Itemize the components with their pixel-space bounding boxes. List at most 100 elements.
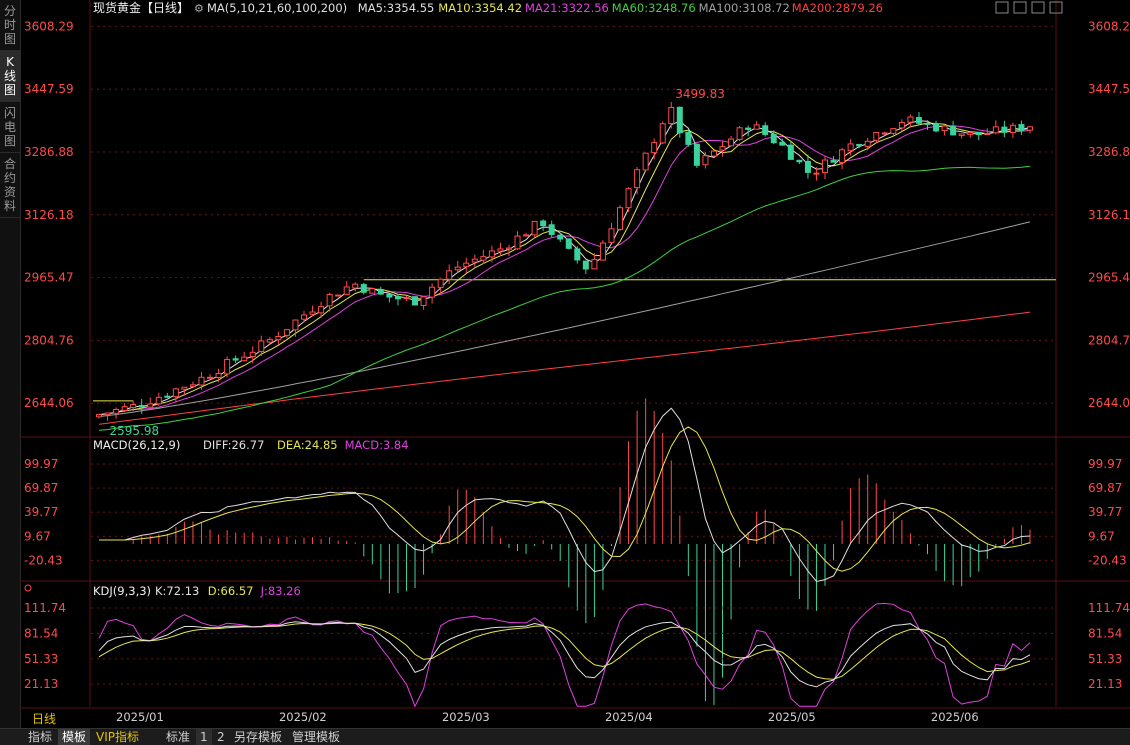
candle xyxy=(787,144,794,160)
kdj-legend-0: K:72.13 xyxy=(155,584,199,598)
restore-icon[interactable] xyxy=(1013,1,1027,14)
y-tick-label: 99.97 xyxy=(24,457,58,471)
candle xyxy=(770,133,777,144)
y-tick-label: 2965.47 xyxy=(24,271,74,285)
chart-area: 3608.29 3608.29 3447.59 3447.59 3286.88 3286.… xyxy=(20,0,1130,726)
dea-line xyxy=(99,426,1031,572)
candle xyxy=(659,123,666,144)
candle xyxy=(181,386,188,390)
candle xyxy=(992,126,999,134)
candle xyxy=(232,358,239,361)
candle xyxy=(283,329,290,336)
candle xyxy=(471,258,478,263)
candle xyxy=(557,234,564,240)
ma21-line xyxy=(98,125,1031,416)
y-tick-label: 51.33 xyxy=(1088,652,1122,666)
toolbar-button-4[interactable]: 1 xyxy=(196,729,212,745)
candle xyxy=(642,152,649,171)
sidebar-tab-char: 料 xyxy=(3,199,16,213)
candle xyxy=(762,125,769,135)
x-tick-label: 2025/01 xyxy=(116,710,164,724)
ma200-line xyxy=(98,311,1031,425)
y-tick-label: -20.43 xyxy=(1088,553,1127,567)
candle xyxy=(480,256,487,261)
candle xyxy=(147,403,154,408)
maximize-icon[interactable] xyxy=(1031,1,1045,14)
legend-ma-1: MA5:3354.55 xyxy=(358,1,435,15)
toolbar-button-0[interactable]: 指标 xyxy=(28,730,53,744)
grid-icon[interactable] xyxy=(995,1,1009,14)
toolbar-button-3[interactable]: 标准 xyxy=(166,730,191,744)
toolbar-button-7[interactable]: 管理模板 xyxy=(292,730,341,744)
candle xyxy=(172,388,179,398)
candle xyxy=(856,144,863,147)
candle xyxy=(933,123,940,132)
sidebar-tab-3[interactable]: 合约资料 xyxy=(0,153,20,218)
candle xyxy=(591,258,598,270)
candle xyxy=(164,395,171,398)
candle xyxy=(881,132,888,135)
settings-icon[interactable]: ⚙ xyxy=(194,2,204,15)
y-tick-label: 111.74 xyxy=(1088,601,1130,615)
candle xyxy=(599,242,606,261)
candle xyxy=(796,159,803,163)
sidebar-tab-char: 资 xyxy=(3,185,16,199)
window-icon[interactable] xyxy=(1049,1,1063,14)
sidebar-tab-char: 图 xyxy=(3,134,16,148)
candle xyxy=(1018,124,1025,131)
candle xyxy=(403,297,410,300)
candle xyxy=(360,284,367,293)
candle xyxy=(975,131,982,136)
candle xyxy=(907,116,914,123)
candle xyxy=(369,288,376,294)
candle xyxy=(198,376,205,386)
candle xyxy=(155,396,162,405)
candle xyxy=(984,133,991,136)
toolbar-button-2[interactable]: VIP指标 xyxy=(96,730,139,744)
sidebar-tab-char: 合 xyxy=(3,157,16,171)
candle xyxy=(352,283,359,289)
sidebar-tab-2[interactable]: 闪电图 xyxy=(0,102,20,153)
ma100-line xyxy=(98,221,1031,417)
legend-ma-2: MA10:3354.42 xyxy=(438,1,522,15)
candle xyxy=(523,234,530,237)
k-line xyxy=(98,621,1031,688)
candle xyxy=(967,132,974,135)
candle xyxy=(548,224,555,235)
sidebar-tab-char: 闪 xyxy=(3,106,16,120)
candle xyxy=(719,146,726,151)
candle xyxy=(565,238,572,249)
ma60-line xyxy=(98,165,1031,431)
candle xyxy=(839,149,846,164)
toolbar-button-1[interactable]: 模板 xyxy=(58,729,91,745)
candle xyxy=(873,131,880,141)
candle xyxy=(130,403,137,408)
candle xyxy=(736,127,743,140)
candle xyxy=(693,143,700,166)
candle xyxy=(847,143,854,152)
candle xyxy=(454,266,461,271)
legend-ma-0: MA(5,10,21,60,100,200) xyxy=(207,1,347,15)
legend-ma-6: MA200:2879.26 xyxy=(792,1,883,15)
ma5-line xyxy=(98,120,1031,416)
candle xyxy=(830,159,837,163)
x-tick-label: 2025/05 xyxy=(768,710,816,724)
toolbar-button-5[interactable]: 2 xyxy=(217,730,225,744)
candle xyxy=(950,125,957,136)
toolbar-button-6[interactable]: 另存模板 xyxy=(234,730,283,744)
candle xyxy=(540,220,547,227)
candle xyxy=(318,306,325,314)
candle xyxy=(898,122,905,129)
y-tick-label: 21.13 xyxy=(1088,677,1122,691)
candle xyxy=(386,293,393,298)
y-tick-label: 3608.29 xyxy=(24,19,74,33)
candle xyxy=(514,235,521,250)
candle xyxy=(779,141,786,146)
candle xyxy=(958,133,965,136)
y-tick-label: 3126.18 xyxy=(1088,208,1130,222)
sidebar-tab-0[interactable]: 分时图 xyxy=(0,0,20,51)
candle xyxy=(335,294,342,297)
candle xyxy=(207,376,214,379)
candle xyxy=(685,131,692,145)
